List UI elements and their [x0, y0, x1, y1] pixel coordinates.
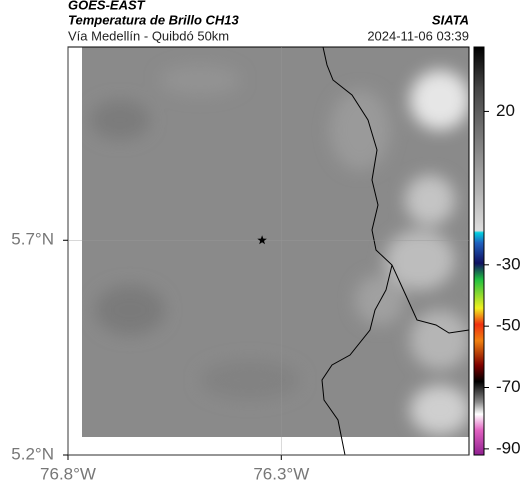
colorbar-label: -30	[496, 254, 521, 273]
colorbar	[473, 46, 485, 456]
colorbar-label: 20	[496, 101, 515, 120]
timestamp: 2024-11-06 03:39	[367, 28, 469, 43]
source: SIATA	[432, 12, 469, 27]
location-marker	[257, 235, 267, 245]
title: GOES-EAST	[68, 0, 146, 12]
subtitle: Temperatura de Brillo CH13	[68, 12, 240, 27]
satellite-image	[82, 47, 469, 437]
x-tick-label: 76.3°W	[253, 464, 309, 483]
colorbar-label: -70	[496, 377, 521, 396]
colorbar-label: -50	[496, 316, 521, 335]
y-tick-label: 5.2°N	[11, 444, 54, 463]
route: Vía Medellín - Quibdó 50km	[68, 28, 229, 43]
colorbar-label: -90	[496, 438, 521, 457]
x-tick-label: 76.8°W	[40, 464, 96, 483]
border-line	[321, 46, 470, 456]
y-tick-label: 5.7°N	[11, 230, 54, 249]
